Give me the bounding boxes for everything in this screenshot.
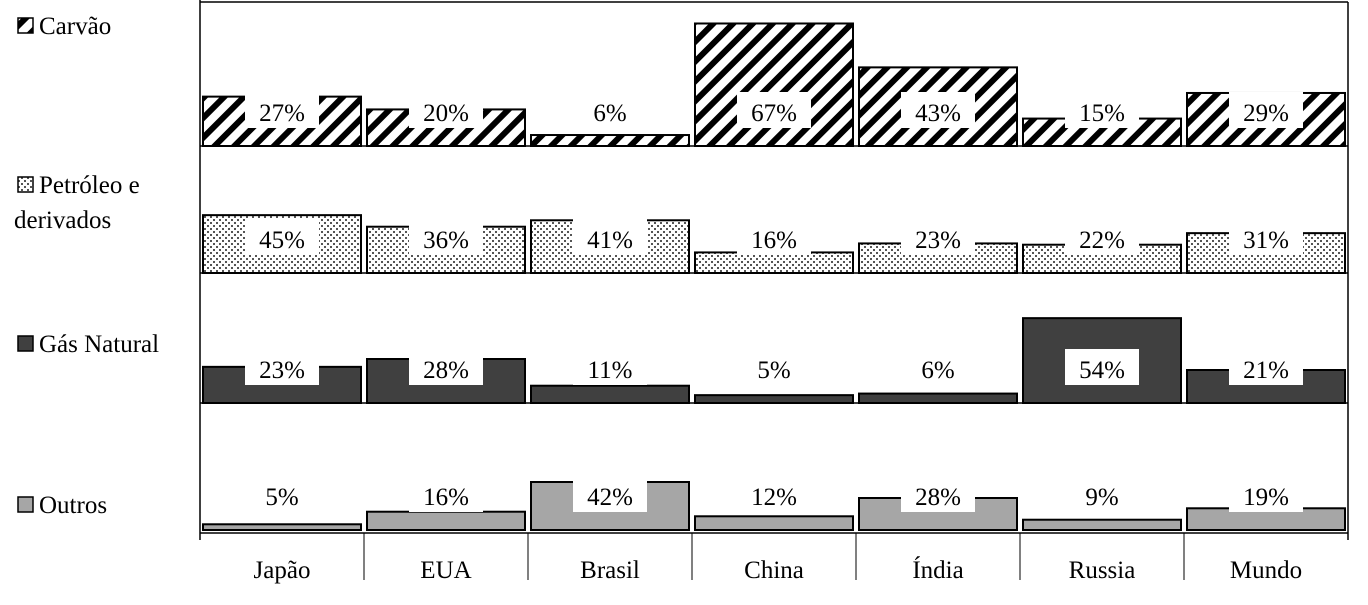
data-label-bg <box>245 476 319 512</box>
data-label: 28% <box>915 484 961 511</box>
bar <box>694 515 854 531</box>
category-label: Brasil <box>580 557 640 584</box>
data-label: 36% <box>423 227 469 254</box>
data-label: 28% <box>423 357 469 384</box>
data-label-bg <box>245 349 319 385</box>
legend-label: Petróleo e <box>39 172 140 199</box>
category-label: Russia <box>1069 557 1136 584</box>
bar <box>202 523 362 531</box>
data-label: 16% <box>423 484 469 511</box>
data-label-bg <box>1065 92 1139 128</box>
category-label: Mundo <box>1230 557 1302 584</box>
data-label-bg <box>409 219 483 255</box>
data-label: 15% <box>1079 100 1125 127</box>
data-label-bg <box>573 219 647 255</box>
data-label: 9% <box>1085 484 1118 511</box>
data-label-bg <box>245 92 319 128</box>
data-label-bg <box>737 92 811 128</box>
data-label: 54% <box>1079 357 1125 384</box>
legend-swatch <box>17 496 34 513</box>
bar <box>366 510 526 532</box>
data-label-bg <box>1229 349 1303 385</box>
legend-label: Gás Natural <box>39 331 159 358</box>
data-label: 21% <box>1243 357 1289 384</box>
data-label-bg <box>1229 219 1303 255</box>
data-label-bg <box>573 92 647 128</box>
legend-swatch <box>17 176 34 193</box>
data-label: 27% <box>259 100 305 127</box>
bar <box>1022 518 1182 532</box>
data-label: 16% <box>751 227 797 254</box>
data-label: 6% <box>921 357 954 384</box>
data-label-bg <box>1065 476 1139 512</box>
category-label: Índia <box>912 556 963 584</box>
legend-swatch <box>17 335 34 352</box>
data-label: 45% <box>259 227 305 254</box>
data-label-bg <box>1229 92 1303 128</box>
category-label: Japão <box>254 557 311 584</box>
data-label-bg <box>245 219 319 255</box>
data-label-bg <box>573 349 647 385</box>
data-label-bg <box>409 476 483 512</box>
data-label-bg <box>901 349 975 385</box>
data-label-bg <box>1065 349 1139 385</box>
data-label: 5% <box>757 357 790 384</box>
bar <box>530 134 690 147</box>
data-label-bg <box>573 476 647 512</box>
data-label: 23% <box>259 357 305 384</box>
data-label-bg <box>1229 476 1303 512</box>
category-label: China <box>744 557 804 584</box>
data-label: 5% <box>265 484 298 511</box>
data-label-bg <box>901 92 975 128</box>
data-label-bg <box>409 92 483 128</box>
legend-label: Outros <box>39 492 107 519</box>
data-label: 22% <box>1079 227 1125 254</box>
bar <box>530 384 690 405</box>
data-label-bg <box>1065 219 1139 255</box>
data-label-bg <box>737 476 811 512</box>
data-label: 20% <box>423 100 469 127</box>
bar <box>694 394 854 404</box>
data-label-bg <box>901 476 975 512</box>
data-label: 11% <box>588 357 633 384</box>
legend-swatch <box>17 17 34 34</box>
data-label: 31% <box>1243 227 1289 254</box>
bar <box>858 392 1018 405</box>
data-label: 29% <box>1243 100 1289 127</box>
data-label: 67% <box>751 100 797 127</box>
data-label: 43% <box>915 100 961 127</box>
data-label-bg <box>737 349 811 385</box>
bar <box>694 251 854 275</box>
data-label-bg <box>409 349 483 385</box>
data-label: 23% <box>915 227 961 254</box>
legend-label: derivados <box>14 207 111 234</box>
data-label: 42% <box>587 484 633 511</box>
data-label: 19% <box>1243 484 1289 511</box>
category-label: EUA <box>420 557 471 584</box>
data-label: 41% <box>587 227 633 254</box>
data-label-bg <box>737 219 811 255</box>
legend-label: Carvão <box>39 13 111 40</box>
data-label-bg <box>901 219 975 255</box>
data-label: 12% <box>751 484 797 511</box>
data-label: 6% <box>593 100 626 127</box>
